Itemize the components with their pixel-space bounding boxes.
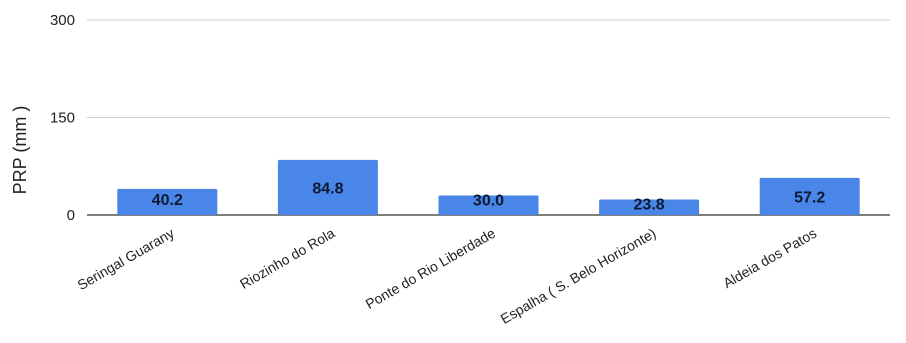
y-axis: 0 150 300: [50, 12, 75, 224]
x-tick-label: Espalha ( S. Belo Horizonte): [498, 225, 659, 327]
y-axis-title: PRP (mm ): [10, 106, 30, 195]
data-label: 40.2: [152, 192, 183, 209]
data-label: 57.2: [794, 189, 825, 206]
x-axis: Seringal Guarany Riozinho do Rola Ponte do…: [74, 225, 819, 327]
y-tick-label: 300: [50, 12, 75, 29]
x-tick-label: Ponte do Rio Liberdade: [363, 225, 499, 313]
x-tick-label: Riozinho do Rola: [237, 225, 338, 292]
data-labels: 40.2 84.8 30.0 23.8 57.2: [152, 180, 826, 213]
data-label: 84.8: [312, 180, 343, 197]
data-label: 30.0: [473, 193, 504, 210]
x-tick-label: Aldeia dos Patos: [720, 225, 819, 291]
y-tick-label: 0: [67, 207, 75, 224]
y-tick-label: 150: [50, 110, 75, 127]
data-label: 23.8: [634, 197, 665, 214]
x-tick-label: Seringal Guarany: [74, 225, 176, 293]
